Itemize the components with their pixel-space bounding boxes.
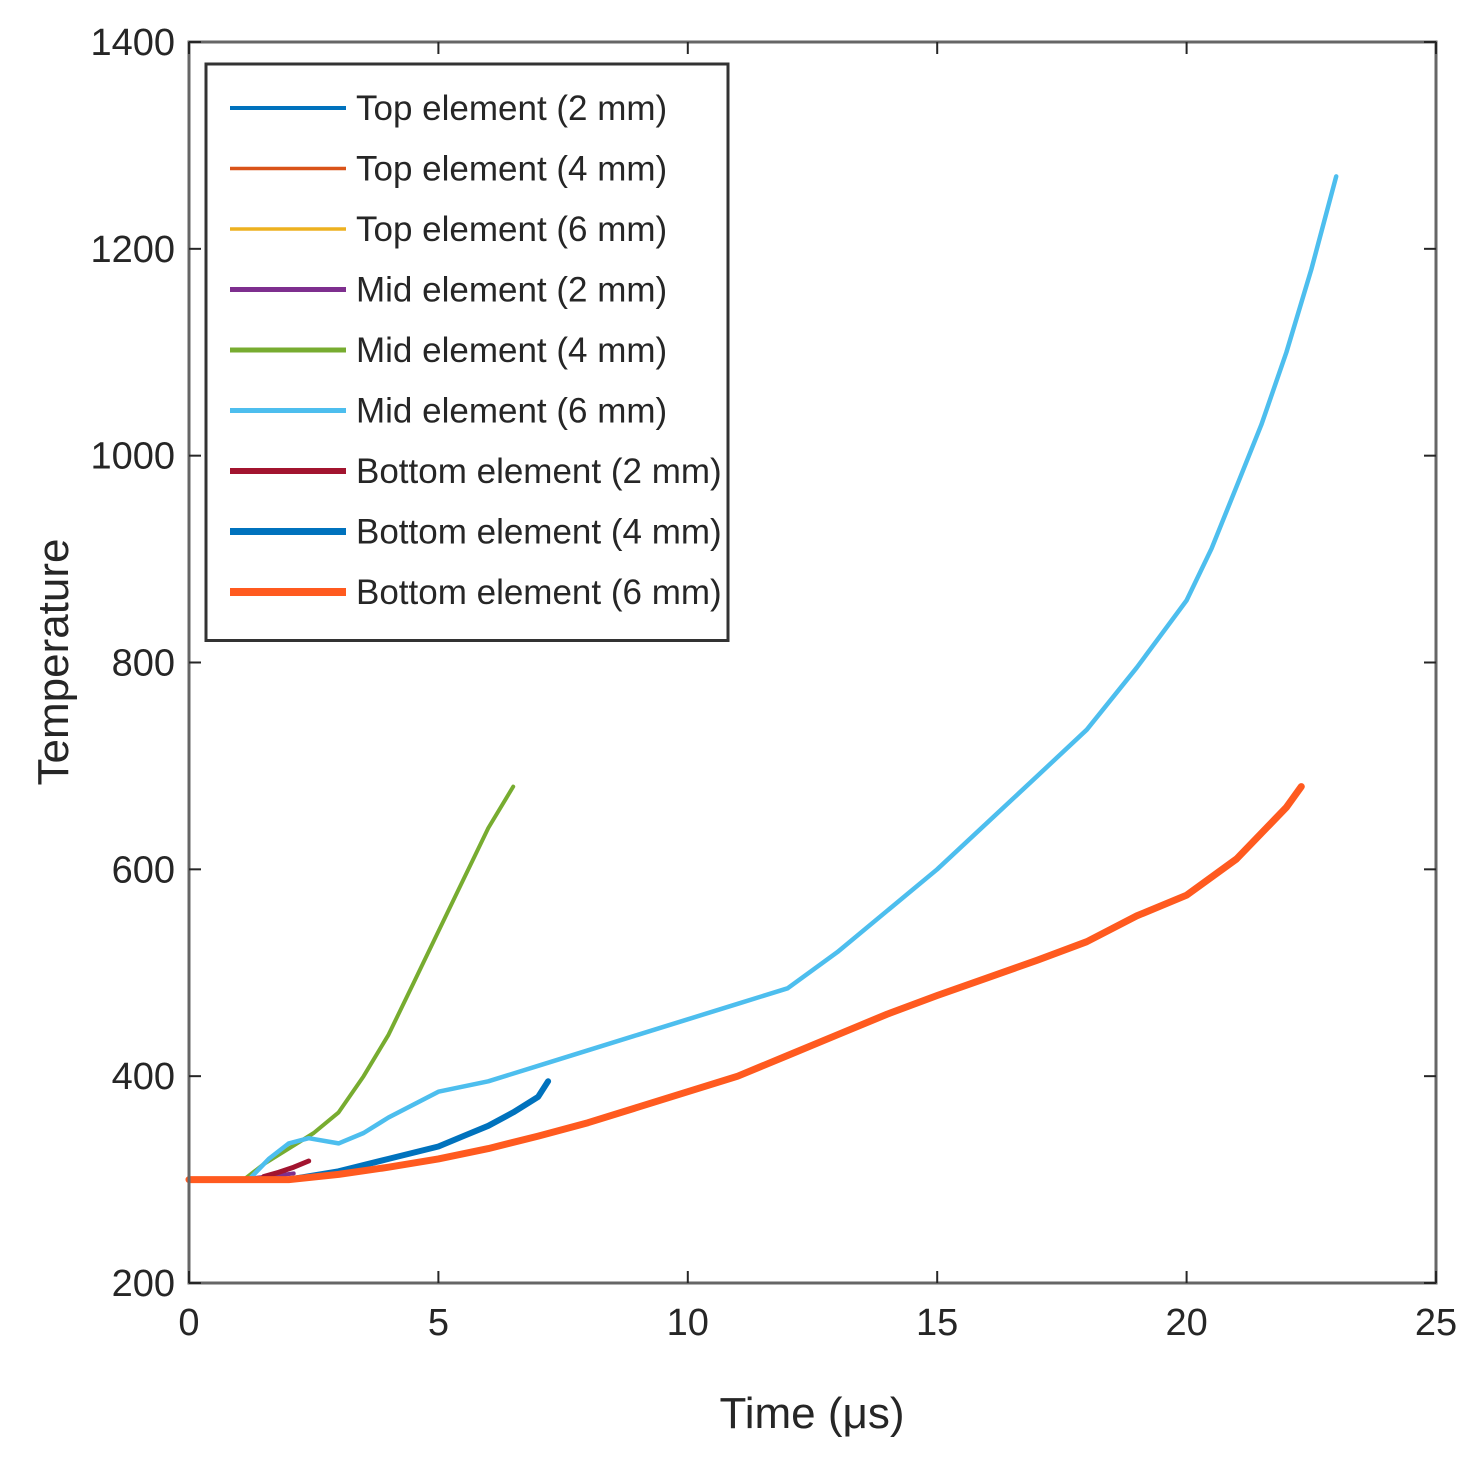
- legend-label: Top element (2 mm): [356, 89, 667, 128]
- x-tick-label: 0: [178, 1302, 199, 1344]
- legend-label: Mid element (4 mm): [356, 331, 667, 370]
- y-tick-label: 1200: [90, 229, 175, 271]
- y-tick-label: 400: [112, 1056, 175, 1098]
- y-tick-label: 1000: [90, 436, 175, 478]
- legend-label: Mid element (6 mm): [356, 392, 667, 431]
- ticks-layer: 0 5 10 15 20 25 200 400 600 800 1000 1200 1400: [90, 22, 1457, 1344]
- x-tick-label: 5: [428, 1302, 449, 1344]
- legend-label: Top element (6 mm): [356, 210, 667, 249]
- series-layer: [185, 174, 1339, 1184]
- x-tick-label: 25: [1415, 1302, 1457, 1344]
- series-line-5: [241, 784, 516, 1182]
- y-axis-label: Temperature: [29, 538, 78, 785]
- x-axis-label: Time (μs): [719, 1389, 904, 1438]
- series-line-6: [246, 174, 1339, 1182]
- series-line-9: [185, 783, 1305, 1184]
- series-line-8: [285, 1078, 552, 1183]
- legend-label: Top element (4 mm): [356, 150, 667, 189]
- legend-label: Bottom element (2 mm): [356, 452, 722, 491]
- legend-label: Bottom element (4 mm): [356, 513, 722, 552]
- series-line-7: [261, 1158, 312, 1179]
- x-tick-label: 10: [667, 1302, 709, 1344]
- legend-label: Bottom element (6 mm): [356, 573, 722, 612]
- legend-label: Mid element (2 mm): [356, 271, 667, 310]
- legend: Top element (2 mm) Top element (4 mm) Top …: [204, 62, 730, 642]
- y-tick-label: 1400: [90, 22, 175, 64]
- y-tick-label: 200: [112, 1263, 175, 1305]
- x-tick-label: 20: [1165, 1302, 1207, 1344]
- y-tick-label: 600: [112, 849, 175, 891]
- y-tick-label: 800: [112, 643, 175, 685]
- x-tick-label: 15: [916, 1302, 958, 1344]
